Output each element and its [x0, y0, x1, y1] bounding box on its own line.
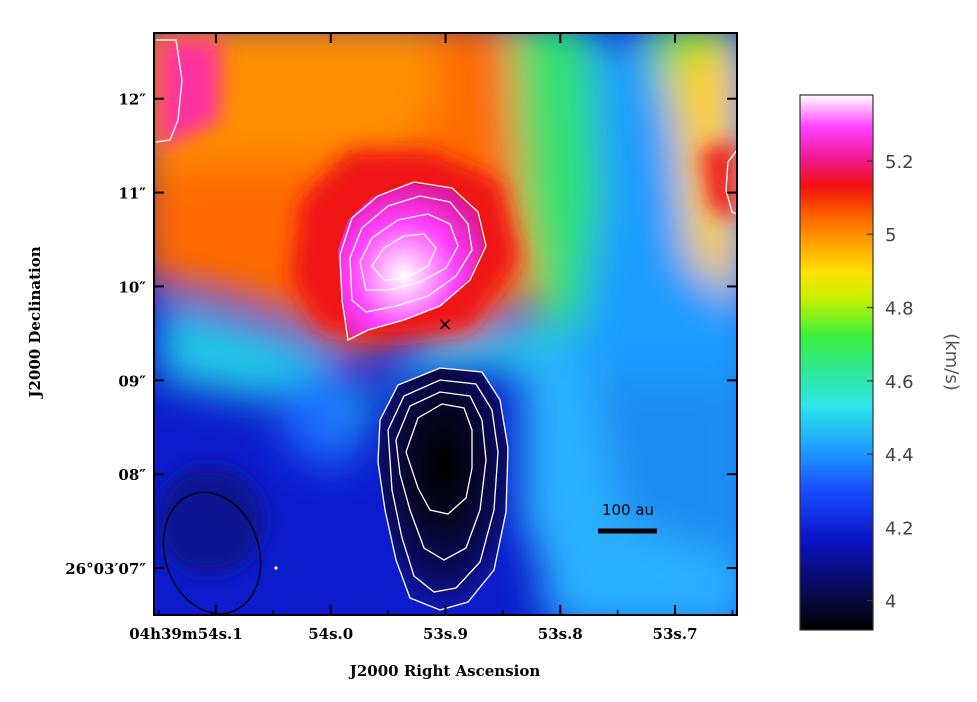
colorbar-unit-label: (km/s) — [941, 333, 962, 390]
beam-center-dot — [274, 566, 278, 570]
source-position-marker: × — [437, 314, 452, 335]
y-tick-label: 26°03′07″ — [65, 560, 146, 578]
y-axis-title: J2000 Declination — [26, 246, 44, 399]
x-tick-label: 04h39m54s.1 — [129, 625, 243, 643]
colorbar-tick-label: 4 — [885, 592, 896, 613]
colorbar-tick-label: 4.4 — [885, 445, 914, 466]
y-tick-label: 09″ — [118, 372, 146, 390]
colorbar — [799, 94, 874, 631]
scale-bar-label: 100 au — [602, 501, 654, 519]
colorbar-tick-label: 4.2 — [885, 518, 914, 539]
velocity-field — [154, 33, 737, 615]
y-tick-label: 10″ — [118, 278, 146, 296]
x-tick-label: 53s.8 — [538, 625, 583, 643]
x-tick-label: 54s.0 — [308, 625, 353, 643]
colorbar-tick-label: 5 — [885, 225, 896, 246]
beam-ellipse — [162, 491, 262, 615]
x-tick-label: 53s.7 — [653, 625, 698, 643]
colorbar-ticks: 4 4.2 4.4 4.6 4.8 5 5.2 — [867, 152, 914, 613]
y-tick-label: 08″ — [118, 466, 146, 484]
x-axis: 04h39m54s.1 54s.0 53s.9 53s.8 53s.7 — [129, 33, 734, 643]
x-axis-title: J2000 Right Ascension — [348, 662, 541, 680]
y-axis: 12″ 11″ 10″ 09″ 08″ 26°03′07″ — [65, 91, 737, 578]
y-tick-label: 11″ — [118, 185, 146, 203]
colorbar-tick-label: 5.2 — [885, 152, 914, 173]
x-tick-label: 53s.9 — [423, 625, 468, 643]
colorbar-tick-label: 4.8 — [885, 299, 914, 320]
velocity-contours — [155, 39, 737, 611]
y-tick-label: 12″ — [118, 91, 146, 109]
colorbar-tick-label: 4.6 — [885, 372, 914, 393]
